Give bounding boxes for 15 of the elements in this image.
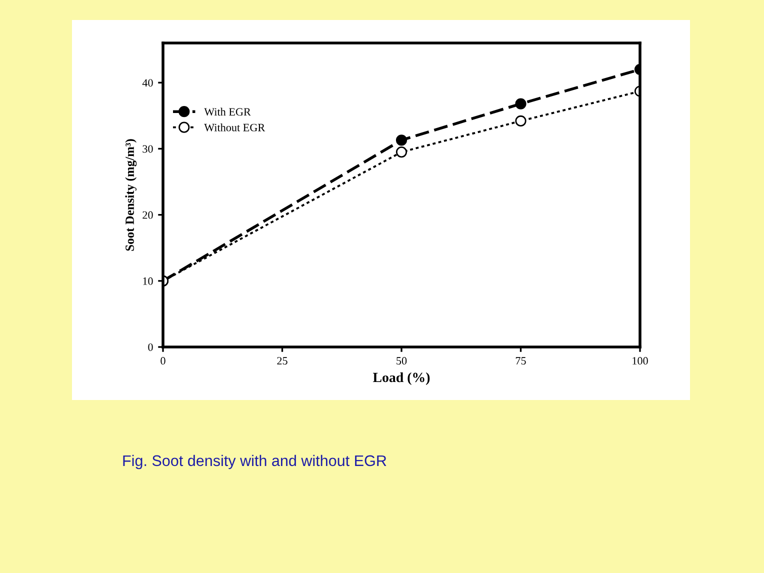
y-tick-label: 10 bbox=[143, 277, 153, 285]
y-tick-label: 40 bbox=[142, 79, 153, 87]
legend-label: With EGR bbox=[204, 108, 251, 116]
x-axis-title: Load (%) bbox=[372, 372, 430, 385]
x-tick-label: 0 bbox=[160, 357, 166, 365]
y-axis-title: Soot Density (mg/m³) bbox=[125, 139, 137, 251]
x-tick-label: 50 bbox=[396, 357, 407, 365]
x-tick-label: 100 bbox=[632, 357, 648, 365]
text: Fig. Soot density with and without EGR bbox=[123, 454, 386, 470]
y-tick-label: 20 bbox=[142, 211, 153, 219]
y-tick-label: 0 bbox=[148, 343, 153, 351]
legend-label: Without EGR bbox=[204, 123, 266, 132]
x-tick-label: 25 bbox=[277, 357, 288, 365]
x-tick-label: 75 bbox=[516, 357, 526, 365]
y-tick-label: 30 bbox=[142, 145, 153, 153]
